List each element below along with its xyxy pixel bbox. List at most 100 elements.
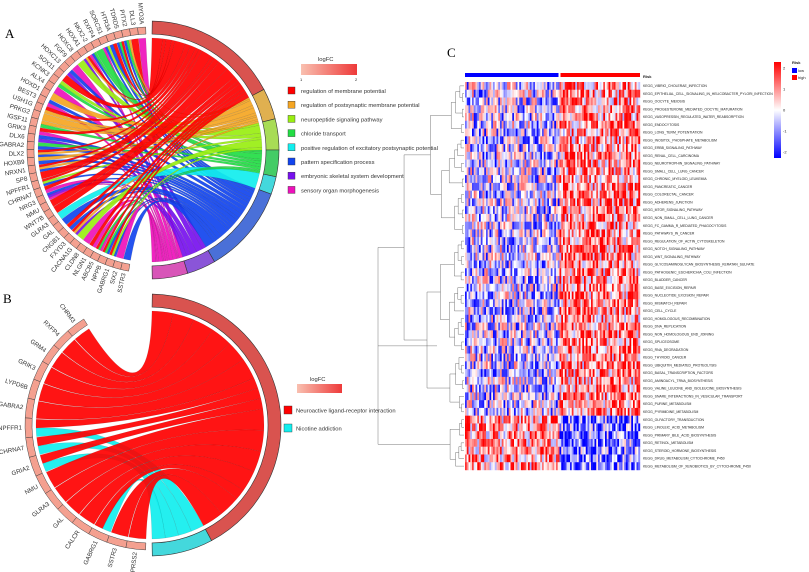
heatmap-cell (510, 353, 513, 362)
heatmap-cell (599, 314, 602, 323)
heatmap-cell (599, 213, 602, 222)
heatmap-cell (540, 400, 543, 409)
heatmap-cell (505, 361, 508, 370)
heatmap-cell (584, 407, 586, 416)
heatmap-cell (601, 144, 604, 153)
heatmap-cell (594, 206, 597, 215)
heatmap-cell (626, 198, 628, 207)
heatmap-cell (622, 252, 625, 261)
heatmap-cell (610, 415, 613, 424)
heatmap-cell (535, 407, 537, 416)
heatmap-cell (624, 299, 627, 308)
heatmap-cell (552, 291, 555, 300)
heatmap-cell (582, 252, 585, 261)
heatmap-cell (543, 175, 546, 184)
heatmap-cell (582, 136, 585, 145)
heatmap-cell (622, 423, 625, 432)
heatmap-cell (615, 198, 618, 207)
heatmap-cell (468, 268, 471, 277)
heatmap-cell (508, 237, 511, 246)
gene-segment (53, 330, 73, 350)
heatmap-cell (549, 128, 551, 137)
heatmap-cell (519, 128, 522, 137)
heatmap-cell (522, 136, 525, 145)
heatmap-cell (522, 345, 525, 354)
heatmap-cell (626, 276, 628, 284)
heatmap-cell (566, 198, 569, 207)
heatmap-cell (510, 307, 513, 315)
heatmap-cell (470, 128, 473, 137)
heatmap-cell (486, 392, 488, 401)
heatmap-cell (554, 338, 557, 347)
heatmap-cell (472, 89, 474, 98)
heatmap-cell (543, 415, 546, 424)
heatmap-cell (550, 244, 553, 253)
heatmap-cell (529, 268, 532, 277)
heatmap-cell (482, 151, 485, 160)
heatmap-cell (489, 345, 492, 354)
heatmap-cell (603, 151, 606, 160)
heatmap-cell (608, 244, 611, 253)
heatmap-cell (484, 361, 487, 370)
gene-segment (125, 540, 147, 551)
heatmap-cell (556, 206, 558, 215)
heatmap-cell (582, 291, 585, 300)
heatmap-cell (577, 438, 579, 447)
heatmap-cell (524, 423, 527, 432)
heatmap-cell (505, 89, 508, 98)
heatmap-cell (592, 291, 595, 300)
heatmap-cell (608, 431, 611, 440)
heatmap-cell (552, 213, 555, 222)
gene-segment (105, 32, 116, 43)
heatmap-cell (566, 105, 569, 114)
heatmap-cell (501, 237, 504, 246)
heatmap-cell (486, 144, 488, 153)
heatmap-cell (603, 113, 606, 121)
heatmap-cell (568, 237, 571, 246)
heatmap-cell (629, 384, 632, 393)
heatmap-cell (524, 299, 527, 308)
heatmap-cell (498, 268, 501, 277)
heatmap-cell (498, 314, 501, 323)
heatmap-cell (547, 120, 550, 129)
heatmap-cell (556, 407, 558, 416)
heatmap-cell (538, 322, 541, 331)
heatmap-cell (501, 392, 504, 401)
heatmap-cell (613, 415, 616, 424)
heatmap-cell (563, 105, 565, 114)
heatmap-cell (584, 361, 586, 370)
heatmap-cell (563, 120, 565, 129)
heatmap-cell (468, 229, 471, 238)
heatmap-cell (528, 237, 530, 246)
heatmap-cell (578, 345, 581, 354)
heatmap-cell (633, 345, 635, 354)
gene-segment (53, 67, 65, 79)
heatmap-cell (598, 229, 600, 238)
heatmap-cell (575, 260, 578, 269)
heatmap-cell (545, 244, 548, 253)
heatmap-cell (477, 151, 480, 160)
heatmap-cell (547, 299, 550, 308)
heatmap-cell (631, 213, 634, 222)
heatmap-cell (543, 206, 546, 215)
heatmap-cell (592, 361, 595, 370)
chord-ribbon (36, 359, 255, 420)
heatmap-cell (566, 431, 569, 440)
heatmap-cell (556, 120, 558, 129)
heatmap-cell (542, 244, 544, 253)
heatmap-cell (479, 260, 481, 269)
heatmap-cell (619, 314, 621, 323)
heatmap-cell (498, 198, 501, 207)
heatmap-cell (550, 237, 553, 246)
heatmap-cell (598, 260, 600, 269)
heatmap-cell (603, 244, 606, 253)
heatmap-cell (465, 105, 467, 114)
heatmap-cell (591, 407, 593, 416)
heatmap-cell (580, 213, 583, 222)
heatmap-cell (578, 89, 581, 98)
heatmap-cell (589, 283, 592, 292)
heatmap-cell (531, 198, 534, 207)
heatmap-cell (547, 182, 550, 191)
heatmap-cell (631, 252, 634, 261)
heatmap-cell (557, 283, 560, 292)
